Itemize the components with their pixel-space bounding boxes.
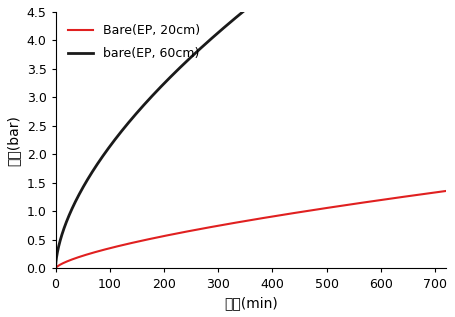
bare(EP, 60cm): [53, 267, 58, 270]
Legend: Bare(EP, 20cm), bare(EP, 60cm): Bare(EP, 20cm), bare(EP, 60cm): [62, 18, 207, 67]
X-axis label: 시간(min): 시간(min): [224, 296, 278, 310]
Bare(EP, 20cm): [53, 267, 58, 270]
Bare(EP, 20cm): [74, 256, 79, 260]
bare(EP, 60cm): [87, 173, 93, 177]
bare(EP, 60cm): [197, 47, 203, 50]
bare(EP, 60cm): [61, 226, 67, 230]
bare(EP, 60cm): [74, 198, 79, 202]
Bare(EP, 20cm): [87, 252, 93, 256]
Bare(EP, 20cm): [287, 212, 293, 216]
Bare(EP, 20cm): [61, 261, 67, 265]
Line: Bare(EP, 20cm): Bare(EP, 20cm): [56, 191, 446, 268]
Y-axis label: 압력(bar): 압력(bar): [7, 115, 21, 166]
Bare(EP, 20cm): [197, 227, 203, 231]
Bare(EP, 20cm): [374, 199, 379, 203]
Bare(EP, 20cm): [443, 189, 449, 193]
Line: bare(EP, 60cm): bare(EP, 60cm): [56, 0, 446, 268]
